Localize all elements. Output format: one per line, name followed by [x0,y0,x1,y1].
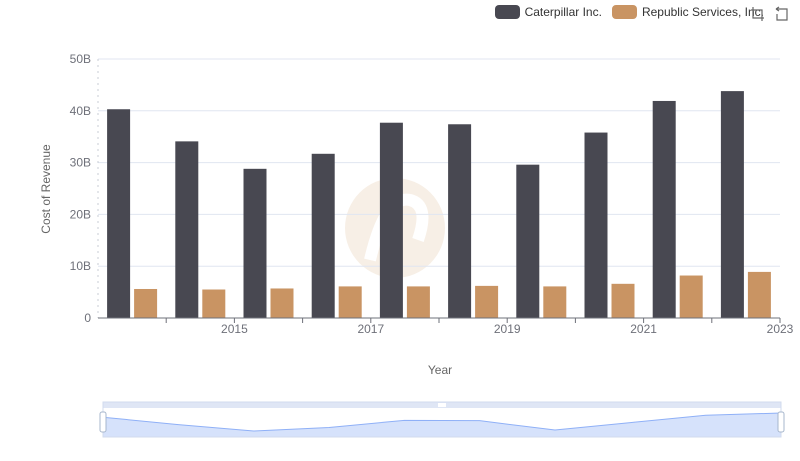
bar-caterpillar[interactable] [311,153,335,318]
zoom-icon[interactable] [750,6,766,22]
watermark-stroke [364,193,429,262]
zoom-handle-left[interactable] [99,411,107,433]
x-axis-title: Year [428,363,452,377]
toolbox [750,6,790,22]
bar-republic[interactable] [679,275,703,318]
zoom-line [102,412,782,432]
legend-item-republic[interactable]: Republic Services, Inc. [611,5,764,19]
legend-item-caterpillar[interactable]: Caterpillar Inc. [494,5,602,19]
bar-caterpillar[interactable] [720,91,744,318]
x-tick-label: 2021 [630,322,657,336]
legend-label-caterpillar: Caterpillar Inc. [524,5,602,19]
zoom-area [103,413,781,437]
x-tick-label: 2015 [221,322,248,336]
bar-republic[interactable] [134,288,158,318]
y-tick-label: 0 [84,311,91,325]
x-tick-label: 2017 [357,322,384,336]
x-tick-label: 2023 [767,322,794,336]
zoom-handle-right[interactable] [777,411,785,433]
y-tick-label: 30B [70,156,91,170]
zoom-move-handle[interactable] [438,403,446,407]
y-axis-title: Cost of Revenue [39,144,53,234]
axes-group: 0 10B 20B 30B 40B 50B 2015 2017 2019 2021 2023 [70,52,794,336]
bar-caterpillar[interactable] [243,168,267,318]
legend-swatch-caterpillar [494,5,520,19]
bar-republic[interactable] [475,285,499,318]
bars-group [107,91,771,319]
x-tick-label: 2019 [494,322,521,336]
y-tick-label: 40B [70,104,91,118]
bar-caterpillar[interactable] [175,141,199,318]
legend-swatch-republic [611,5,637,19]
bar-caterpillar[interactable] [652,100,676,318]
bar-caterpillar[interactable] [448,124,472,318]
bar-republic[interactable] [270,288,294,318]
data-zoom-slider[interactable] [99,401,785,438]
restore-icon[interactable] [774,6,790,22]
bar-republic[interactable] [747,271,771,318]
bar-caterpillar[interactable] [379,122,403,319]
bar-republic[interactable] [543,286,567,318]
bar-republic[interactable] [202,289,226,318]
bar-republic[interactable] [611,283,635,318]
bar-republic[interactable] [338,286,362,318]
bar-caterpillar[interactable] [107,109,131,318]
legend: Caterpillar Inc. Republic Services, Inc. [494,3,764,21]
bar-caterpillar[interactable] [516,164,540,318]
y-tick-label: 10B [70,259,91,273]
y-tick-label: 50B [70,52,91,66]
bar-caterpillar[interactable] [584,132,608,318]
bar-republic[interactable] [406,286,430,318]
legend-label-republic: Republic Services, Inc. [641,5,764,19]
y-tick-label: 20B [70,207,91,221]
